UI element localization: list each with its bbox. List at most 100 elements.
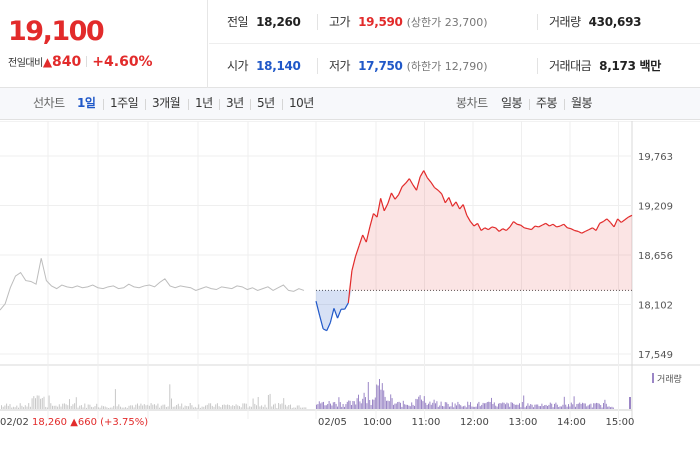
volume-bar: [489, 402, 491, 409]
today-line-segment: [599, 221, 604, 224]
tab-1d[interactable]: 1일: [77, 96, 96, 110]
tab-1w[interactable]: 1주일: [110, 96, 139, 110]
volume-bar: [331, 405, 333, 409]
volume-bar: [559, 406, 561, 409]
volume-bar: [164, 404, 166, 409]
volume-bar: [475, 406, 477, 409]
volume-bar: [629, 397, 631, 409]
volume-bar: [262, 406, 264, 409]
today-line-segment: [577, 230, 582, 234]
today-line-segment: [509, 221, 514, 228]
today-line-segment: [495, 227, 500, 232]
today-line-segment: [520, 224, 525, 229]
today-line-segment: [444, 197, 450, 204]
volume-bar: [191, 405, 193, 409]
volume-bar: [206, 404, 208, 409]
today-line-segment: [469, 221, 475, 227]
volume-bar: [380, 389, 382, 409]
volume-bar: [401, 406, 403, 409]
volume-bar: [535, 404, 537, 409]
volume-bar: [216, 403, 218, 409]
volume-bar: [261, 405, 263, 409]
volume-bar: [531, 404, 533, 409]
volume-bar: [316, 404, 317, 409]
volume-bar: [530, 404, 532, 409]
current-price: 19,100: [8, 16, 105, 47]
price-stats: 전일 18,260 고가 19,590 (상한가 23,700) 거래량 430,693…: [209, 0, 700, 88]
stat-trade-value: 거래대금 8,173 백만: [549, 44, 661, 88]
volume-bar: [87, 404, 89, 409]
volume-bar: [579, 402, 581, 409]
volume-bar: [436, 401, 438, 409]
volume-bar: [33, 396, 35, 409]
volume-bar: [140, 403, 142, 409]
volume-bar: [198, 404, 200, 409]
volume-bar: [250, 406, 252, 409]
tab-3y[interactable]: 3년: [226, 96, 244, 110]
volume-bar: [38, 395, 40, 409]
volume-bar: [60, 406, 62, 409]
volume-bar: [172, 406, 174, 409]
volume-bar: [457, 401, 459, 409]
volume-bar: [351, 405, 352, 409]
volume-bar: [575, 406, 576, 409]
volume-bar: [540, 406, 541, 409]
volume-bar: [365, 397, 366, 409]
volume-bar: [353, 401, 355, 409]
volume-bar: [453, 407, 455, 409]
volume-bar: [264, 404, 266, 409]
tab-1y[interactable]: 1년: [195, 96, 213, 110]
stat-value: 8,173 백만: [599, 59, 661, 73]
today-line-segment: [466, 214, 471, 222]
tab-5y[interactable]: 5년: [257, 96, 275, 110]
divider: [529, 99, 530, 110]
volume-bar: [482, 402, 484, 409]
volume-bar: [415, 398, 417, 409]
tab-weekly-candle[interactable]: 주봉: [536, 96, 558, 110]
volume-bar: [477, 403, 478, 409]
volume-bar: [116, 406, 118, 409]
volume-bar: [155, 405, 157, 409]
volume-bar: [342, 404, 344, 409]
volume-bar: [362, 398, 364, 409]
volume-bar: [397, 402, 399, 409]
volume-bar: [481, 404, 483, 409]
volume-bar: [470, 402, 471, 409]
volume-bar: [130, 405, 132, 409]
volume-bar: [395, 403, 397, 409]
volume-bar: [598, 403, 600, 409]
tab-3m[interactable]: 3개월: [152, 96, 181, 110]
volume-bar: [451, 402, 453, 409]
today-line-segment: [412, 184, 418, 191]
volume-bar: [405, 404, 407, 409]
volume-bar: [227, 404, 229, 409]
today-line-segment: [387, 192, 392, 204]
volume-bar: [605, 403, 607, 409]
volume-bar: [359, 401, 361, 409]
volume-bar: [337, 406, 338, 409]
tab-monthly-candle[interactable]: 월봉: [571, 96, 593, 110]
volume-bar: [257, 397, 259, 409]
volume-bar: [391, 398, 393, 409]
volume-bar: [303, 407, 305, 409]
volume-bar: [181, 403, 183, 409]
tab-10y[interactable]: 10년: [289, 96, 314, 110]
volume-bar: [82, 407, 84, 409]
tab-daily-candle[interactable]: 일봉: [501, 96, 523, 110]
today-line-segment: [437, 189, 443, 195]
volume-bar: [562, 404, 564, 409]
volume-bar: [278, 403, 280, 409]
volume-bar: [485, 403, 487, 409]
volume-bar: [40, 398, 42, 409]
volume-bar: [358, 394, 359, 409]
y-tick-label: 18,102: [638, 301, 673, 312]
volume-bar: [374, 397, 376, 409]
volume-bar: [165, 407, 167, 409]
volume-bar: [169, 384, 171, 409]
volume-bar: [478, 401, 480, 409]
today-line-segment: [549, 223, 554, 227]
today-line-segment: [390, 192, 396, 200]
volume-bar: [589, 404, 590, 409]
volume-bar: [388, 401, 390, 409]
price-chart[interactable]: 19,763 19,209 18,656 18,102 17,549 거래량 02/05…: [0, 121, 700, 450]
